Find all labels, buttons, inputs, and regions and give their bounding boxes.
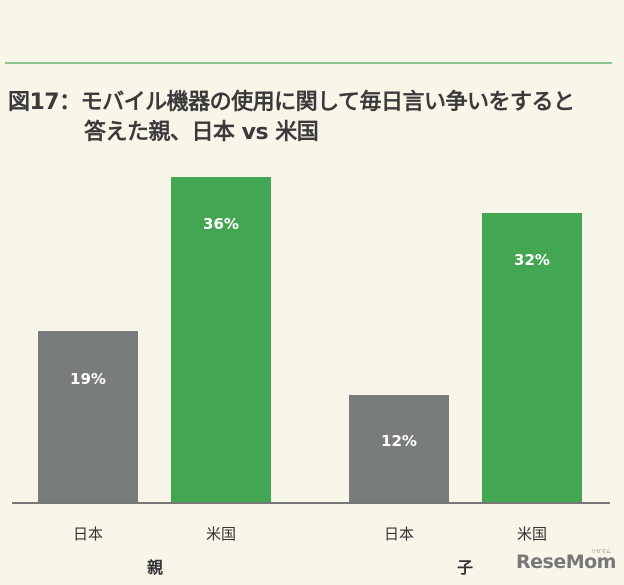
- x-axis-baseline: [12, 502, 610, 504]
- bar-value-label: 32%: [514, 251, 550, 269]
- category-label-child-us: 米国: [516, 525, 547, 543]
- group-label-child: 子: [457, 558, 474, 577]
- chart-title-line1: 図17：モバイル機器の使用に関して毎日言い争いをすると: [8, 90, 575, 115]
- bar-value-label: 12%: [381, 432, 417, 450]
- bar-parent-japan: 19%: [38, 331, 138, 503]
- resemom-logo-ruby: リセマム: [591, 549, 612, 555]
- bar-child-us: 32%: [482, 213, 582, 503]
- group-label-parent: 親: [147, 558, 164, 577]
- category-label-child-japan: 日本: [383, 525, 414, 543]
- chart-title-line2: 答えた親、日本 vs 米国: [84, 120, 319, 145]
- chart-title: 図17：モバイル機器の使用に関して毎日言い争いをすると 答えた親、日本 vs 米…: [8, 88, 575, 148]
- top-divider-line: [5, 62, 612, 64]
- bar-value-label: 19%: [70, 370, 106, 388]
- bar-parent-us: 36%: [171, 177, 271, 503]
- category-label-parent-japan: 日本: [72, 525, 103, 543]
- resemom-logo: ReseMom: [516, 551, 616, 573]
- bar-value-label: 36%: [203, 215, 239, 233]
- category-label-parent-us: 米国: [205, 525, 236, 543]
- bar-child-japan: 12%: [349, 395, 449, 503]
